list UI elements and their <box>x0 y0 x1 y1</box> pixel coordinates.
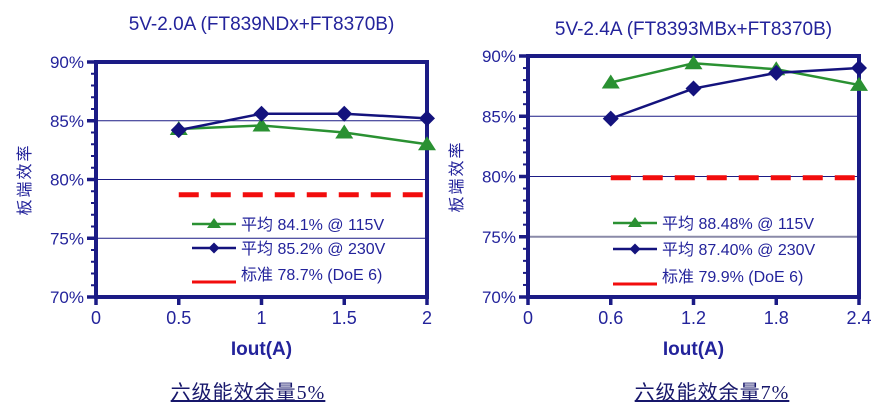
legend-label: 标准 78.7% (DoE 6) <box>241 266 382 284</box>
y-tick-label: 80% <box>482 168 516 187</box>
x-axis-label: Iout(A) <box>231 339 292 360</box>
legend-diamond-marker <box>208 242 220 254</box>
chart-title: 5V-2.4A (FT8393MBx+FT8370B) <box>555 19 832 40</box>
x-tick-label: 0 <box>523 308 533 328</box>
y-tick-label: 80% <box>50 171 84 190</box>
diamond-marker <box>336 105 353 122</box>
x-tick-label: 2 <box>422 308 432 328</box>
y-tick-label: 90% <box>482 47 516 66</box>
y-tick-label: 70% <box>482 288 516 307</box>
legend-label: 平均 88.48% @ 115V <box>662 215 814 233</box>
x-tick-label: 1.2 <box>681 308 706 328</box>
margin-note: 六级能效余量5% <box>170 382 326 404</box>
triangle-marker <box>684 55 703 70</box>
legend-triangle-marker <box>207 218 221 228</box>
legend-diamond-marker <box>629 243 641 255</box>
triangle-marker <box>252 117 271 132</box>
triangle-marker <box>335 124 354 139</box>
triangle-marker <box>601 74 620 89</box>
x-tick-label: 2.4 <box>846 308 871 328</box>
margin-note: 六级能效余量7% <box>634 382 790 404</box>
chart-5v-2-4a-canvas: 70% 75% 80% 85% 90% 0 0.6 1.2 1.8 2.4 5V-2.4A (FT8… <box>448 19 872 360</box>
y-tick-label: 85% <box>482 107 516 126</box>
chart-5v-2-0a-canvas: 70% 75% 80% 85% 90% 0 0.5 1 1.5 2 5V-2.0A (FT839ND… <box>16 14 436 360</box>
legend-label: 平均 85.2% @ 230V <box>241 240 386 258</box>
diamond-marker <box>253 105 270 122</box>
diamond-marker <box>170 122 187 139</box>
y-tick-label: 85% <box>50 112 84 131</box>
legend-triangle-marker <box>628 217 642 227</box>
triangle-marker <box>850 76 868 91</box>
x-tick-label: 1.5 <box>332 308 357 328</box>
diamond-marker <box>602 110 619 127</box>
x-tick-label: 0 <box>91 308 101 328</box>
triangle-marker <box>418 136 436 151</box>
chart-5v-2-0a: 70% 75% 80% 85% 90% 0 0.5 1 1.5 2 5V-2.0A (FT839ND… <box>0 0 440 418</box>
x-tick-label: 0.5 <box>166 308 191 328</box>
series-line-230v <box>178 112 428 132</box>
x-tick-label: 1.8 <box>764 308 789 328</box>
y-axis-label: 板端效率 <box>16 143 34 215</box>
x-tick-label: 1 <box>256 308 266 328</box>
x-axis-label: Iout(A) <box>663 339 724 360</box>
diamond-marker <box>419 110 435 127</box>
x-tick-label: 0.6 <box>598 308 623 328</box>
series-line-115v <box>610 61 860 87</box>
diamond-marker <box>685 80 702 97</box>
diamond-marker <box>768 64 785 81</box>
chart-title: 5V-2.0A (FT839NDx+FT8370B) <box>129 14 395 35</box>
y-tick-label: 70% <box>50 288 84 307</box>
series-line-230v <box>610 66 860 120</box>
y-tick-label: 75% <box>482 228 516 247</box>
legend-label: 平均 84.1% @ 115V <box>241 216 384 234</box>
y-tick-label: 90% <box>50 53 84 72</box>
diamond-marker <box>851 60 867 77</box>
legend-label: 平均 87.40% @ 230V <box>662 241 816 259</box>
y-axis-label: 板端效率 <box>448 140 466 212</box>
chart-5v-2-4a: 70% 75% 80% 85% 90% 0 0.6 1.2 1.8 2.4 5V-2.4A (FT8… <box>440 0 881 418</box>
series-line-115v <box>178 124 428 146</box>
y-tick-label: 75% <box>50 229 84 248</box>
legend-label: 标准 79.9% (DoE 6) <box>662 268 803 286</box>
